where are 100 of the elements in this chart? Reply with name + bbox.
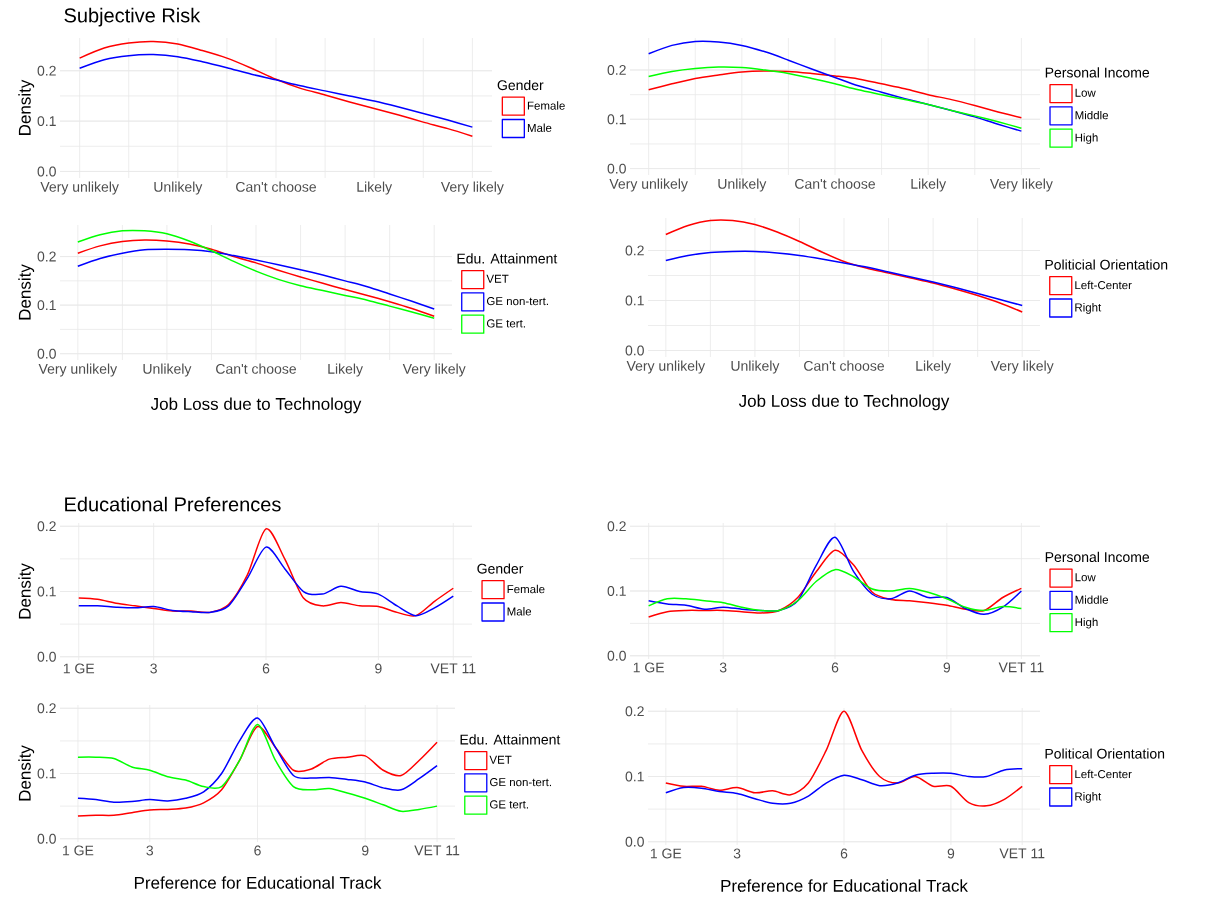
x-tick-label: 1 GE bbox=[63, 663, 95, 674]
x-tick-label: 1 GE bbox=[650, 848, 682, 859]
y-tick-label: 0.1 bbox=[625, 771, 644, 782]
x-tick-label: 3 bbox=[150, 663, 157, 674]
line-series bbox=[647, 70, 1023, 119]
x-tick-label: Very unlikely bbox=[40, 181, 119, 195]
y-tick-label: 0.2 bbox=[625, 706, 644, 717]
x-tick-label: Likely bbox=[911, 178, 947, 192]
chart-title: Educational Preferences bbox=[65, 496, 281, 512]
y-tick-label: 0.2 bbox=[37, 65, 56, 76]
chart-title: Subjective Risk bbox=[64, 7, 201, 27]
line-series bbox=[647, 40, 1023, 132]
line-series bbox=[665, 219, 1023, 313]
y-tick-label: 0.1 bbox=[607, 586, 626, 596]
x-tick-label: Unlikely bbox=[154, 181, 203, 195]
x-tick-label: 6 bbox=[254, 845, 261, 856]
y-tick-label: 0.1 bbox=[625, 295, 644, 306]
x-tick-label: Unlikely bbox=[731, 360, 780, 374]
legend-label: GE non-tert. bbox=[490, 778, 552, 787]
line-series bbox=[665, 250, 1023, 307]
legend-label: Female bbox=[507, 584, 545, 594]
y-axis-title: Density bbox=[18, 563, 35, 619]
y-axis-title: Density bbox=[18, 264, 35, 320]
x-tick-label: Very likely bbox=[989, 178, 1053, 192]
y-tick-label: 0.1 bbox=[37, 586, 56, 597]
legend-title: Gender bbox=[477, 563, 524, 574]
x-tick-label: 1 GE bbox=[63, 845, 94, 856]
x-tick-label: 9 bbox=[947, 848, 955, 859]
y-tick-label: 0.2 bbox=[37, 703, 56, 714]
legend-label: Male bbox=[507, 607, 532, 616]
x-tick-label: Very unlikely bbox=[609, 178, 688, 192]
x-tick-label: Likely bbox=[357, 181, 393, 195]
legend-label: Low bbox=[1075, 573, 1096, 582]
x-tick-label: Very likely bbox=[440, 181, 504, 195]
x-tick-label: 3 bbox=[146, 845, 154, 856]
x-tick-label: VET 11 bbox=[430, 663, 476, 674]
x-tick-label: Very unlikely bbox=[626, 360, 706, 374]
y-tick-label: 0.2 bbox=[607, 521, 626, 532]
x-axis-title: Preference for Educational Track bbox=[721, 879, 968, 892]
x-tick-label: Can't choose bbox=[804, 360, 885, 371]
x-tick-label: VET 11 bbox=[999, 848, 1045, 859]
y-tick-label: 0.1 bbox=[607, 114, 626, 125]
legend-label: GE tert. bbox=[486, 319, 525, 328]
y-tick-label: 0.2 bbox=[37, 521, 56, 532]
x-tick-label: 1 GE bbox=[633, 662, 664, 673]
legend-label: High bbox=[1075, 617, 1098, 629]
legend-label: Male bbox=[527, 123, 552, 132]
legend-label: GE non-tert. bbox=[486, 297, 548, 306]
line-series bbox=[77, 528, 455, 617]
x-tick-label: Very likely bbox=[402, 363, 466, 377]
y-tick-label: 0.1 bbox=[37, 300, 56, 311]
x-tick-label: 3 bbox=[719, 662, 727, 673]
legend-label: Low bbox=[1075, 88, 1096, 97]
y-tick-label: 0.0 bbox=[37, 166, 56, 177]
line-series bbox=[78, 53, 474, 128]
legend-title: Politicial Orientation bbox=[1045, 259, 1168, 270]
y-tick-label: 0.2 bbox=[37, 251, 56, 262]
line-series bbox=[647, 66, 1023, 129]
y-tick-label: 0.0 bbox=[37, 651, 56, 662]
line-series bbox=[77, 546, 455, 617]
x-tick-label: Very unlikely bbox=[38, 363, 118, 377]
x-tick-label: 9 bbox=[375, 663, 382, 674]
legend-label: High bbox=[1075, 133, 1098, 144]
y-tick-label: 0.1 bbox=[37, 768, 56, 779]
x-tick-label: Unlikely bbox=[718, 178, 767, 192]
legend-label: Left-Center bbox=[1075, 769, 1132, 779]
y-tick-label: 0.0 bbox=[607, 650, 626, 661]
line-series bbox=[647, 536, 1023, 616]
x-tick-label: 3 bbox=[733, 848, 741, 859]
x-tick-label: Very likely bbox=[990, 360, 1054, 374]
line-series bbox=[665, 710, 1023, 807]
line-series bbox=[647, 549, 1023, 618]
line-series bbox=[78, 40, 474, 137]
x-tick-label: Can't choose bbox=[236, 181, 316, 192]
legend-label: VET bbox=[489, 755, 512, 764]
legend-title: Political Orientation bbox=[1045, 748, 1165, 759]
legend-label: Middle bbox=[1075, 595, 1109, 604]
x-tick-label: Can't choose bbox=[795, 178, 876, 189]
legend-label: Middle bbox=[1075, 110, 1109, 120]
y-tick-label: 0.0 bbox=[37, 348, 56, 359]
legend-title: Personal Income bbox=[1045, 551, 1150, 563]
y-axis-title: Density bbox=[18, 79, 35, 135]
x-tick-label: Can't choose bbox=[216, 363, 296, 374]
line-series bbox=[665, 767, 1023, 805]
x-tick-label: Likely bbox=[916, 360, 951, 374]
legend-label: Right bbox=[1075, 792, 1102, 803]
y-tick-label: 0.1 bbox=[37, 116, 56, 127]
legend-label: Female bbox=[527, 101, 565, 110]
y-tick-label: 0.2 bbox=[625, 245, 644, 256]
legend-label: Right bbox=[1075, 303, 1102, 314]
x-tick-label: 9 bbox=[362, 845, 369, 856]
line-series bbox=[647, 568, 1023, 612]
x-axis-title: Preference for Educational Track bbox=[134, 876, 382, 889]
line-series bbox=[77, 717, 438, 803]
x-tick-label: 9 bbox=[943, 662, 951, 673]
x-tick-label: Unlikely bbox=[143, 363, 192, 377]
legend-label: Left-Center bbox=[1075, 280, 1132, 290]
legend-title: Edu. Attainment bbox=[460, 734, 561, 745]
y-tick-label: 0.0 bbox=[607, 163, 626, 174]
legend-label: GE tert. bbox=[490, 800, 528, 809]
